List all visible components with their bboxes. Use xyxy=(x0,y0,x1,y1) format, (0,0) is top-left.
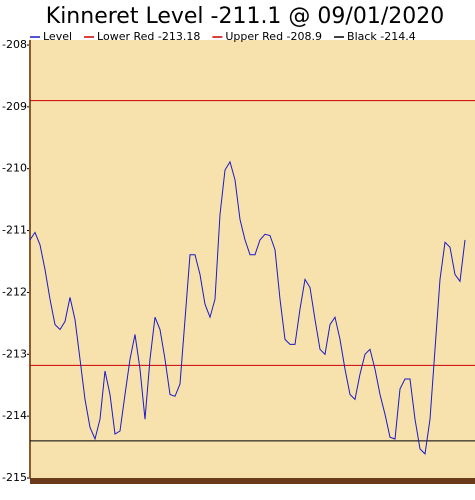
legend-label: Upper Red -208.9 xyxy=(225,30,322,43)
y-tick-label: -209 xyxy=(2,100,27,113)
y-tick-label: -211 xyxy=(2,224,27,237)
legend-label: Level xyxy=(43,30,72,43)
chart-title: Kinneret Level -211.1 @ 09/01/2020 xyxy=(46,4,444,29)
y-tick-label: -214 xyxy=(2,409,27,422)
plot-background xyxy=(30,40,475,478)
y-tick-label: -210 xyxy=(2,162,27,175)
y-tick-label: -213 xyxy=(2,347,27,360)
y-tick-label: -208 xyxy=(2,38,27,51)
y-tick-label: -215 xyxy=(2,471,27,484)
y-tick-label: -212 xyxy=(2,285,27,298)
legend-label: Lower Red -213.18 xyxy=(97,30,200,43)
legend-label: Black -214.4 xyxy=(347,30,416,43)
x-axis xyxy=(30,478,475,484)
line-series xyxy=(29,160,466,455)
